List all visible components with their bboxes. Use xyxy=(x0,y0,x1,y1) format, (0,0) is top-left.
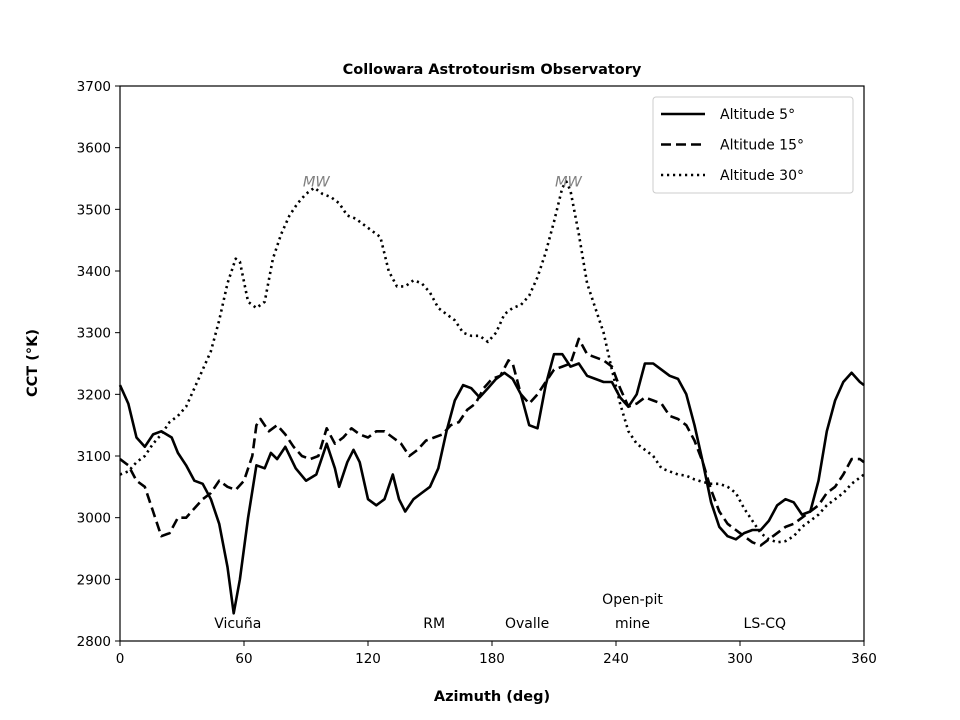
legend-entries: Altitude 5° Altitude 15° Altitude 30° xyxy=(661,107,804,184)
chart-title: Collowara Astrotourism Observatory xyxy=(343,62,642,78)
y-tick-label-2800: 2800 xyxy=(77,634,111,650)
y-tick-label-3000: 3000 xyxy=(77,511,111,527)
site-label-open-pit: Open-pit xyxy=(602,592,663,608)
site-label-mine: mine xyxy=(615,616,650,632)
legend-label-altitude-30: Altitude 30° xyxy=(720,168,804,184)
y-tick-label-3700: 3700 xyxy=(77,79,111,95)
y-tick-label-3300: 3300 xyxy=(77,326,111,342)
legend-label-altitude-5: Altitude 5° xyxy=(720,107,795,123)
y-tick-label-3200: 3200 xyxy=(77,387,111,403)
x-axis-ticks: 0 60 120 180 240 300 360 xyxy=(116,641,877,667)
site-label-rm: RM xyxy=(423,616,445,632)
x-axis-title: Azimuth (deg) xyxy=(434,689,550,705)
site-label-ls-cq: LS-CQ xyxy=(744,616,787,632)
y-tick-label-3400: 3400 xyxy=(77,264,111,280)
y-tick-label-3500: 3500 xyxy=(77,202,111,218)
x-tick-label-240: 240 xyxy=(603,651,629,667)
y-tick-label-3600: 3600 xyxy=(77,141,111,157)
legend: Altitude 5° Altitude 15° Altitude 30° xyxy=(652,96,854,194)
site-label-vicu-a: Vicuña xyxy=(214,616,261,632)
x-tick-label-300: 300 xyxy=(727,651,753,667)
legend-box xyxy=(652,96,854,194)
x-tick-label-0: 0 xyxy=(116,651,125,667)
annotations-layer: Vicuña RM Ovalle Open-pit mine LS-CQ MW MW xyxy=(214,175,786,633)
series-line-altitude-15 xyxy=(119,337,865,547)
x-tick-label-60: 60 xyxy=(235,651,252,667)
x-tick-label-180: 180 xyxy=(479,651,505,667)
y-axis-ticks: 2800 2900 3000 3100 3200 3300 3400 3500 3600 3700 xyxy=(77,79,120,650)
y-tick-label-3100: 3100 xyxy=(77,449,111,465)
series-line-altitude-30 xyxy=(119,180,865,544)
legend-label-altitude-15: Altitude 15° xyxy=(720,138,804,154)
lines-layer xyxy=(118,180,865,615)
site-label-ovalle: Ovalle xyxy=(505,616,549,632)
x-tick-label-120: 120 xyxy=(355,651,381,667)
x-tick-label-360: 360 xyxy=(851,651,877,667)
milky-way-label-2: MW xyxy=(555,175,583,191)
milky-way-label-1: MW xyxy=(303,175,331,191)
y-axis-title: CCT (°K) xyxy=(25,329,41,397)
y-tick-label-2900: 2900 xyxy=(77,572,111,588)
